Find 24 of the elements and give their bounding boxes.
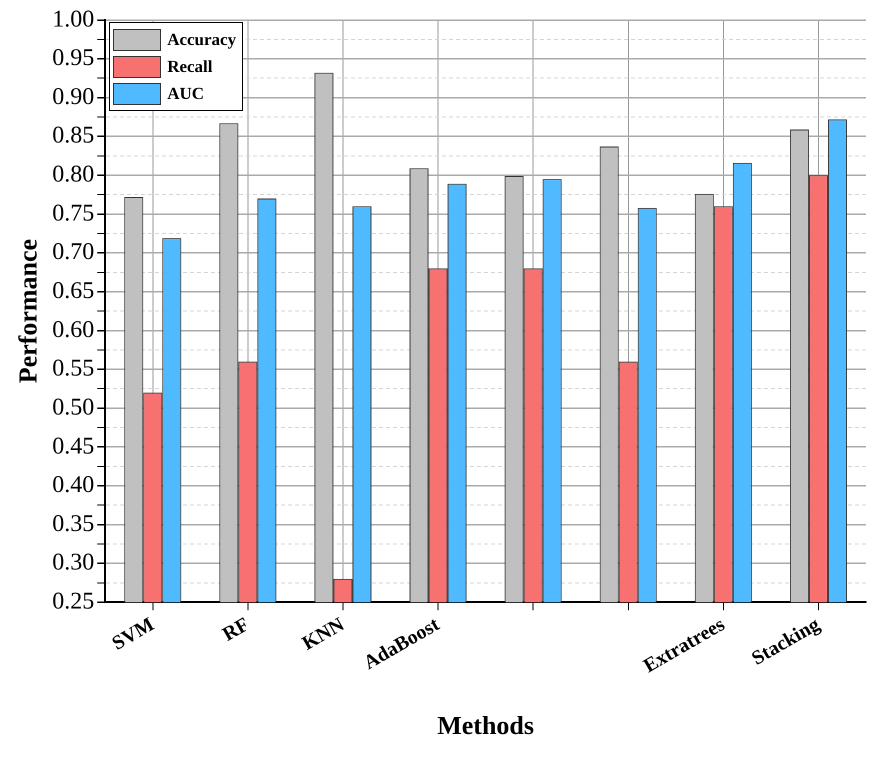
y-tick-label: 0.65 bbox=[52, 278, 94, 304]
y-tick-label: 0.45 bbox=[52, 433, 94, 460]
y-tick-label: 0.30 bbox=[52, 550, 94, 576]
y-axis-title: Performance bbox=[13, 238, 42, 384]
y-tick-label: 0.75 bbox=[52, 200, 94, 226]
y-tick-label: 0.80 bbox=[52, 162, 94, 188]
legend-label: Accuracy bbox=[167, 30, 236, 50]
y-tick-label: 1.00 bbox=[52, 6, 94, 32]
x-tick-label: RF bbox=[218, 613, 253, 646]
y-tick-label: 0.25 bbox=[52, 588, 94, 615]
x-tick-label: KNN bbox=[298, 613, 349, 655]
y-tick-label: 0.70 bbox=[52, 239, 94, 266]
legend-label: AUC bbox=[167, 84, 204, 104]
y-tick-label: 0.85 bbox=[52, 122, 94, 149]
y-tick-label: 0.50 bbox=[52, 394, 94, 420]
y-tick-label: 0.90 bbox=[52, 84, 94, 110]
y-tick-label: 0.55 bbox=[52, 356, 94, 382]
y-tick-label: 0.95 bbox=[52, 45, 94, 72]
y-tick-label: 0.60 bbox=[52, 316, 94, 343]
y-tick-label: 0.40 bbox=[52, 472, 94, 498]
x-axis-title: Methods bbox=[437, 711, 534, 740]
y-tick-label: 0.35 bbox=[52, 510, 94, 537]
legend-label: Recall bbox=[167, 56, 213, 76]
x-tick-label: SVM bbox=[108, 613, 158, 655]
